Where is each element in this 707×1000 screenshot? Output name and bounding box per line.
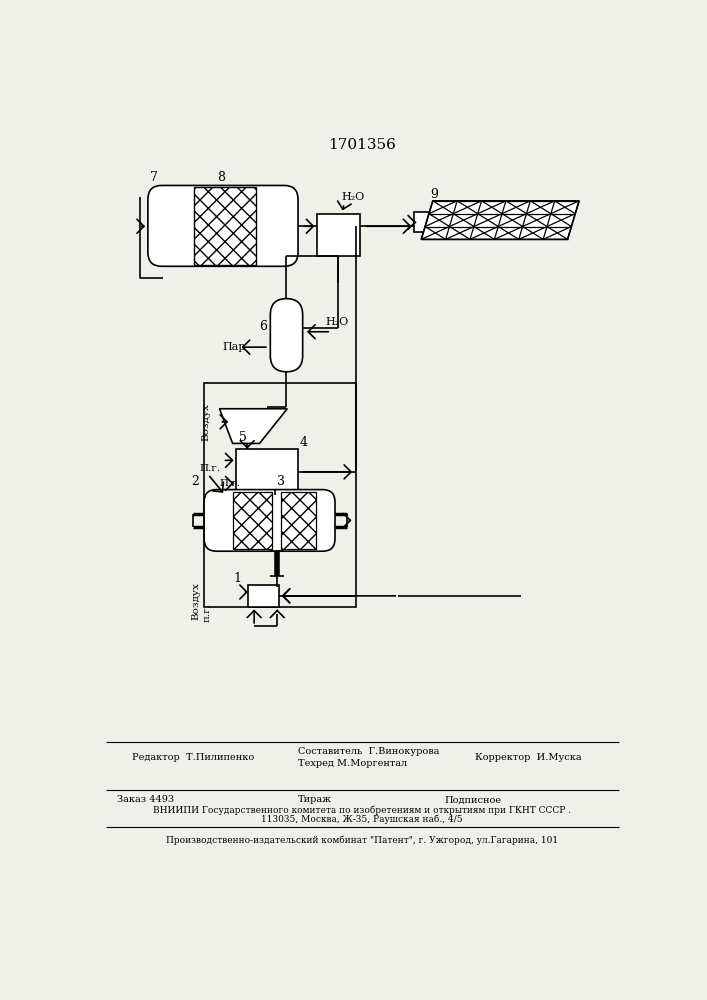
Bar (194, 187, 256, 265)
Text: Тираж: Тираж (298, 795, 332, 804)
Text: 5: 5 (240, 431, 247, 444)
Text: Производственно-издательский комбинат "Патент", г. Ужгород, ул.Гагарина, 101: Производственно-издательский комбинат "П… (166, 836, 558, 845)
Bar (204, 383, 356, 607)
Text: 1701356: 1701356 (328, 138, 396, 152)
FancyBboxPatch shape (148, 185, 298, 266)
Text: 7: 7 (150, 171, 158, 184)
Text: 4: 4 (300, 436, 308, 449)
Text: Воздух: Воздух (192, 582, 201, 620)
Bar (317, 214, 360, 256)
Text: Техред М.Моргентал: Техред М.Моргентал (298, 759, 407, 768)
Text: 8: 8 (217, 171, 225, 184)
Text: 113035, Москва, Ж-35, Раушская наб., 4/5: 113035, Москва, Ж-35, Раушская наб., 4/5 (261, 814, 463, 824)
Text: П.г.: П.г. (199, 464, 220, 473)
FancyBboxPatch shape (204, 490, 335, 551)
Text: Пар: Пар (223, 342, 246, 352)
Text: 6: 6 (259, 320, 267, 333)
Text: H₂O: H₂O (325, 317, 348, 327)
Text: П.г.: П.г. (219, 479, 240, 488)
Text: ВНИИПИ Государственного комитета по изобретениям и открытиям при ГКНТ СССР .: ВНИИПИ Государственного комитета по изоб… (153, 805, 571, 815)
Text: Корректор  И.Муска: Корректор И.Муска (475, 753, 582, 762)
Text: 3: 3 (277, 475, 285, 488)
Text: Редактор  Т.Пилипенко: Редактор Т.Пилипенко (132, 753, 255, 762)
Bar (236, 449, 298, 495)
Text: Заказ 4493: Заказ 4493 (117, 795, 174, 804)
FancyBboxPatch shape (270, 299, 303, 372)
Text: 2: 2 (191, 475, 199, 488)
Bar (281, 492, 316, 549)
Text: п.г.: п.г. (203, 603, 211, 622)
Text: H₂O: H₂O (342, 192, 365, 202)
Text: 1: 1 (233, 572, 241, 585)
Polygon shape (421, 201, 579, 239)
Bar (248, 585, 279, 607)
Bar (233, 492, 272, 549)
Text: 9: 9 (431, 188, 438, 201)
Bar (414, 212, 433, 232)
Polygon shape (219, 409, 287, 443)
Text: Подписное: Подписное (444, 795, 501, 804)
Text: Составитель  Г.Винокурова: Составитель Г.Винокурова (298, 747, 440, 756)
Text: Воздух: Воздух (201, 403, 210, 441)
